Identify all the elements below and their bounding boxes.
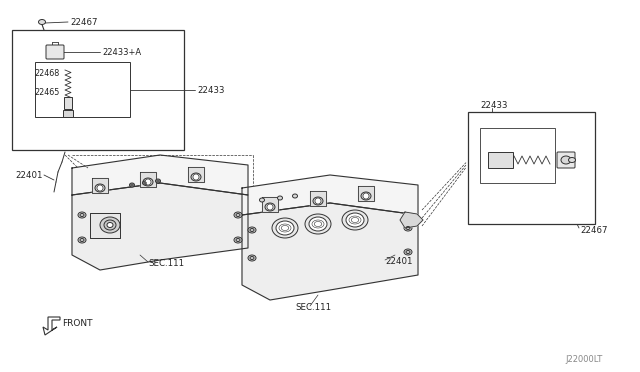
- Text: 22433: 22433: [480, 100, 508, 109]
- Ellipse shape: [342, 210, 368, 230]
- Ellipse shape: [248, 227, 256, 233]
- Text: 22467: 22467: [70, 17, 97, 26]
- Ellipse shape: [78, 212, 86, 218]
- Ellipse shape: [236, 238, 240, 241]
- Polygon shape: [262, 197, 278, 212]
- Bar: [12, 30, 184, 150]
- Circle shape: [267, 204, 273, 210]
- Text: 22468: 22468: [470, 148, 495, 157]
- Ellipse shape: [404, 249, 412, 255]
- Ellipse shape: [309, 217, 327, 231]
- Ellipse shape: [406, 250, 410, 253]
- Ellipse shape: [143, 181, 147, 185]
- Ellipse shape: [156, 179, 161, 183]
- Polygon shape: [72, 183, 248, 270]
- Text: 22468: 22468: [34, 68, 60, 77]
- Bar: [480, 128, 555, 183]
- Bar: [64, 97, 72, 109]
- Ellipse shape: [272, 218, 298, 238]
- Ellipse shape: [236, 214, 240, 217]
- Polygon shape: [310, 191, 326, 206]
- Ellipse shape: [80, 238, 84, 241]
- Ellipse shape: [191, 173, 201, 181]
- Polygon shape: [72, 155, 248, 195]
- Bar: [35, 62, 130, 117]
- Ellipse shape: [129, 183, 134, 187]
- Ellipse shape: [143, 178, 153, 186]
- Ellipse shape: [346, 213, 364, 227]
- Bar: [63, 110, 73, 117]
- Ellipse shape: [144, 182, 147, 184]
- Polygon shape: [242, 203, 418, 300]
- Ellipse shape: [292, 194, 298, 198]
- Polygon shape: [358, 186, 374, 201]
- Ellipse shape: [568, 157, 575, 163]
- Polygon shape: [43, 317, 60, 335]
- Text: 22465: 22465: [470, 134, 495, 142]
- Text: 22433: 22433: [197, 86, 225, 94]
- Ellipse shape: [313, 197, 323, 205]
- FancyBboxPatch shape: [46, 45, 64, 59]
- Bar: [90, 213, 120, 238]
- FancyBboxPatch shape: [557, 152, 575, 168]
- Text: 22433+A: 22433+A: [502, 125, 540, 135]
- Ellipse shape: [234, 212, 242, 218]
- Ellipse shape: [80, 214, 84, 217]
- Circle shape: [363, 193, 369, 199]
- Ellipse shape: [248, 255, 256, 261]
- Text: 22467: 22467: [580, 225, 607, 234]
- Text: SEC.111: SEC.111: [148, 260, 184, 269]
- Text: FRONT: FRONT: [62, 318, 93, 327]
- Ellipse shape: [259, 198, 264, 202]
- Polygon shape: [242, 175, 418, 215]
- Text: 22433+A: 22433+A: [102, 48, 141, 57]
- Bar: [468, 112, 595, 224]
- Ellipse shape: [305, 214, 331, 234]
- Ellipse shape: [361, 192, 371, 200]
- Circle shape: [97, 185, 103, 191]
- Ellipse shape: [278, 196, 282, 200]
- Circle shape: [315, 198, 321, 204]
- Ellipse shape: [234, 237, 242, 243]
- Ellipse shape: [157, 180, 159, 182]
- Ellipse shape: [250, 257, 254, 260]
- Polygon shape: [400, 212, 423, 228]
- Polygon shape: [92, 178, 108, 193]
- Text: 22401: 22401: [15, 170, 42, 180]
- Ellipse shape: [100, 217, 120, 233]
- Polygon shape: [188, 167, 204, 182]
- Ellipse shape: [250, 228, 254, 231]
- Text: 22465: 22465: [34, 87, 60, 96]
- Ellipse shape: [78, 237, 86, 243]
- Text: SEC.111: SEC.111: [295, 304, 331, 312]
- Ellipse shape: [406, 227, 410, 230]
- Ellipse shape: [265, 203, 275, 211]
- Bar: [488, 152, 513, 168]
- Ellipse shape: [561, 156, 571, 164]
- Circle shape: [193, 174, 199, 180]
- Text: J22000LT: J22000LT: [565, 356, 602, 365]
- Text: 22401: 22401: [385, 257, 413, 266]
- Ellipse shape: [107, 222, 113, 228]
- Ellipse shape: [95, 184, 105, 192]
- Ellipse shape: [131, 184, 133, 186]
- Circle shape: [145, 179, 151, 185]
- Polygon shape: [140, 172, 156, 187]
- Ellipse shape: [404, 225, 412, 231]
- Ellipse shape: [276, 221, 294, 235]
- Ellipse shape: [38, 19, 45, 25]
- Ellipse shape: [104, 220, 116, 230]
